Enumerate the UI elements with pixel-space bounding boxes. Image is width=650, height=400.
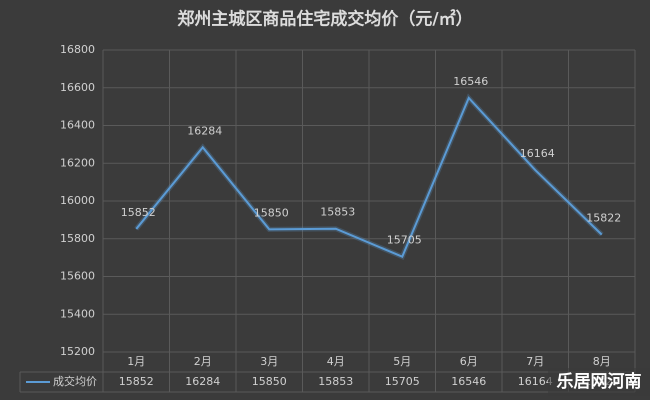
table-value: 16284	[185, 375, 220, 388]
data-label: 15822	[586, 212, 621, 225]
data-label: 15705	[387, 234, 422, 247]
x-tick-label: 6月	[460, 355, 478, 368]
data-label: 15850	[254, 206, 289, 219]
table-value: 15853	[318, 375, 353, 388]
data-label: 16164	[520, 147, 555, 160]
x-tick-label: 4月	[327, 355, 345, 368]
line	[135, 96, 603, 258]
data-label: 16546	[453, 75, 488, 88]
y-tick-label: 16200	[60, 156, 95, 169]
y-tick-label: 15800	[60, 232, 95, 245]
data-label: 16284	[187, 124, 222, 137]
table-value: 15705	[385, 375, 420, 388]
y-tick-label: 15600	[60, 270, 95, 283]
table-value: 15852	[119, 375, 154, 388]
y-tick-label: 15200	[60, 345, 95, 358]
x-tick-label: 8月	[593, 355, 611, 368]
y-tick-label: 16400	[60, 119, 95, 132]
watermark: 乐居网河南	[557, 371, 642, 392]
watermark-bg	[548, 368, 650, 396]
table-value: 16164	[518, 375, 553, 388]
legend-label: 成交均价	[53, 374, 97, 388]
y-tick-label: 16600	[60, 81, 95, 94]
x-tick-label: 3月	[260, 355, 278, 368]
x-tick-label: 5月	[393, 355, 411, 368]
table-value: 15850	[252, 375, 287, 388]
data-label: 15852	[121, 206, 156, 219]
y-tick-label: 16800	[60, 43, 95, 56]
table-value: 16546	[451, 375, 486, 388]
x-tick-label: 7月	[526, 355, 544, 368]
data-label: 15853	[320, 206, 355, 219]
x-tick-label: 1月	[127, 355, 145, 368]
y-tick-label: 16000	[60, 194, 95, 207]
x-tick-label: 2月	[194, 355, 212, 368]
y-tick-label: 15400	[60, 307, 95, 320]
chart-title: 郑州主城区商品住宅成交均价（元/㎡）	[177, 9, 472, 30]
